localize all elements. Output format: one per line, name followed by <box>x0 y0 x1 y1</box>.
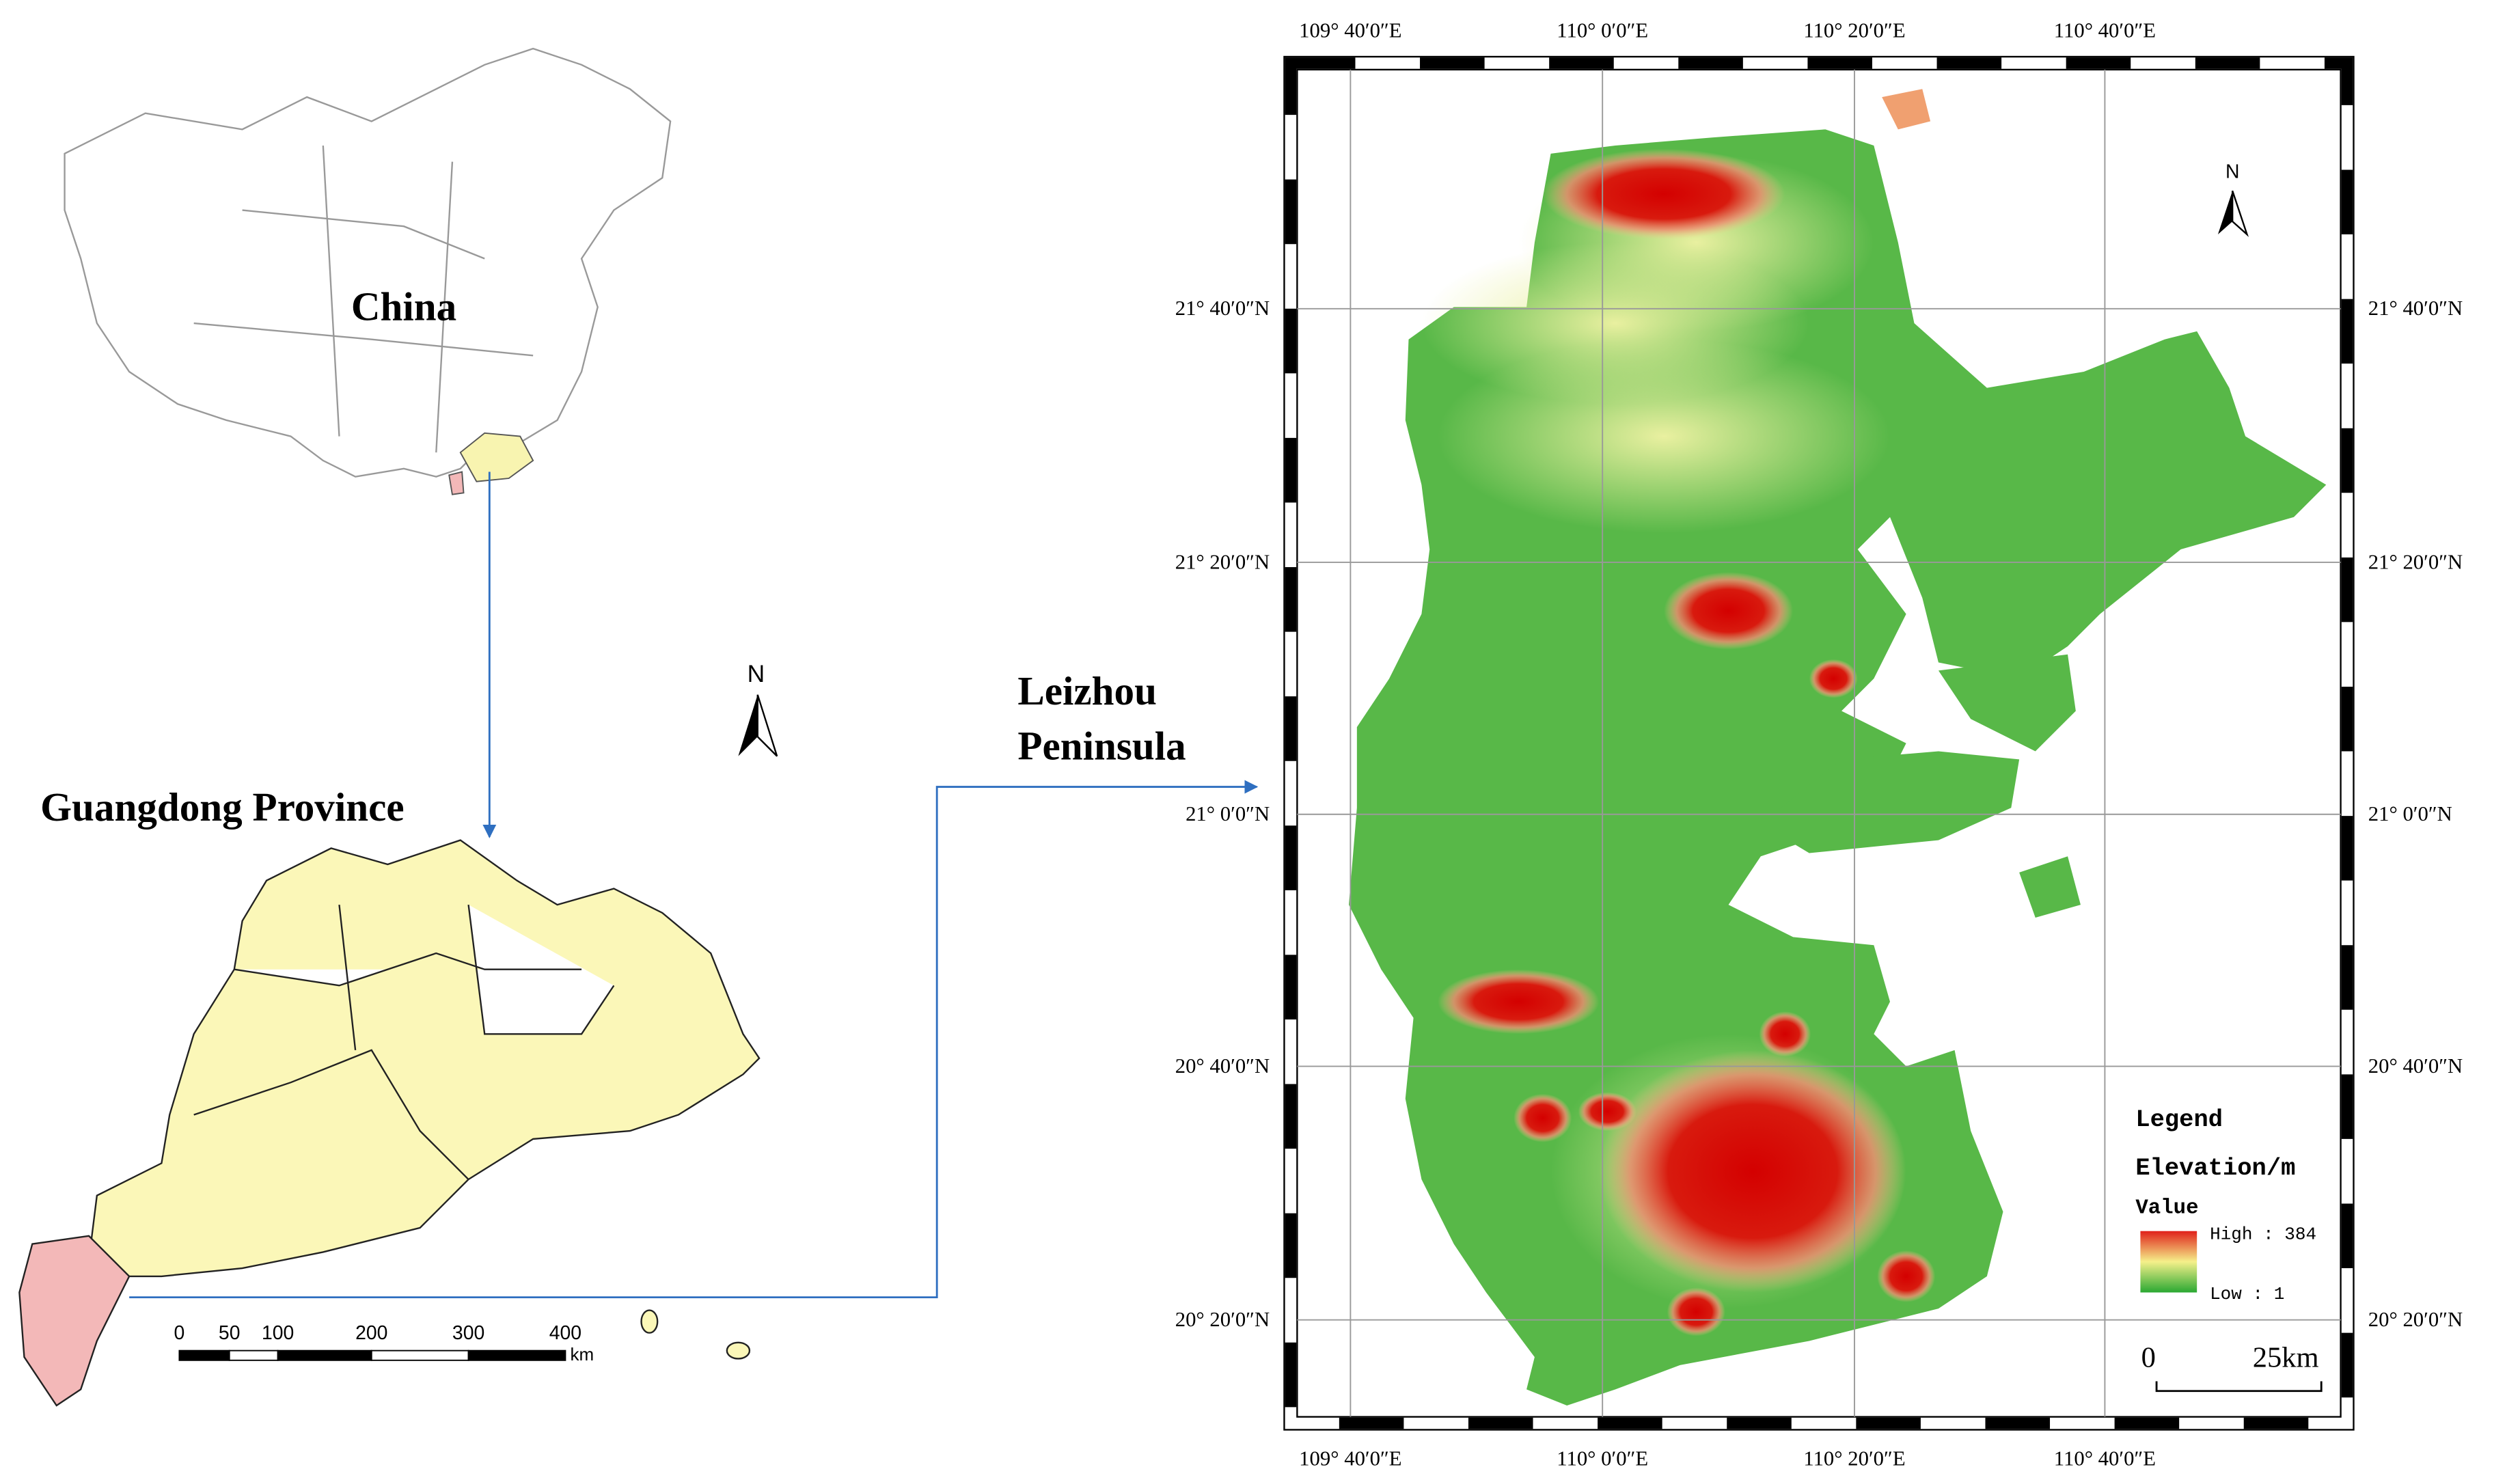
scale-segment <box>178 1349 230 1361</box>
scale-label: 400 <box>549 1322 581 1344</box>
guangdong-leizhou <box>18 1235 131 1407</box>
elevation <box>1421 148 1936 1337</box>
lat-label: 21° 0′0″N <box>1186 802 1270 825</box>
lat-label: 21° 40′0″N <box>2368 297 2463 320</box>
scale-bar <box>2155 1381 2323 1393</box>
lon-label: 110° 40′0″E <box>2054 19 2156 42</box>
highland <box>1514 1093 1572 1142</box>
scale-unit: km <box>571 1344 594 1365</box>
scale-start: 0 <box>2141 1341 2156 1373</box>
north-label: N <box>748 660 765 687</box>
island <box>640 1309 659 1334</box>
scale-segment <box>277 1349 372 1361</box>
scale-label: 300 <box>452 1322 484 1344</box>
legend-ramp <box>2140 1231 2197 1293</box>
legend-field: Elevation/m <box>2135 1154 2295 1182</box>
lon-label: 110° 20′0″E <box>1803 1447 1905 1470</box>
north-arrow <box>738 694 758 756</box>
north-label: N <box>2225 161 2239 182</box>
map-border <box>1285 57 2353 1429</box>
highland <box>1877 1250 1936 1302</box>
arrow-label: Leizhou <box>1017 668 1157 713</box>
china-outline <box>64 47 672 478</box>
graticule: 109° 40′0″E 109° 40′0″E 110° 0′0″E 110° 0′0… <box>1175 19 2463 1470</box>
island <box>1882 89 1931 130</box>
lat-label: 21° 20′0″N <box>1175 550 1270 573</box>
island <box>1938 654 2076 752</box>
highland <box>1664 572 1794 650</box>
lon-label: 110° 0′0″E <box>1557 19 1648 42</box>
island <box>726 1341 751 1360</box>
legend-title: Legend <box>2135 1106 2223 1134</box>
north-arrow <box>756 694 778 757</box>
highland <box>1542 148 1785 240</box>
arrow-label: Peninsula <box>1017 723 1186 768</box>
guangdong-label: Guangdong Province <box>40 784 404 830</box>
lon-label: 110° 20′0″E <box>1803 19 1905 42</box>
north-arrow <box>2232 190 2249 237</box>
lat-label: 21° 40′0″N <box>1175 297 1270 320</box>
guangdong-map <box>87 839 761 1278</box>
legend-value-label: Value <box>2135 1196 2198 1220</box>
island <box>1760 751 2020 853</box>
scale-label: 50 <box>219 1322 241 1344</box>
lon-label: 109° 40′0″E <box>1299 19 1401 42</box>
lat-label: 20° 20′0″N <box>1175 1308 1270 1331</box>
highland <box>1667 1287 1725 1337</box>
highland <box>1599 1050 1906 1293</box>
highland <box>1578 1092 1636 1132</box>
arrow <box>129 780 1259 1299</box>
legend-low: Low : 1 <box>2210 1284 2284 1304</box>
lat-label: 20° 20′0″N <box>2368 1308 2463 1331</box>
lon-label: 110° 0′0″E <box>1557 1447 1648 1470</box>
lon-label: 110° 40′0″E <box>2054 1447 2156 1470</box>
scale-segment <box>228 1349 279 1361</box>
china-label: China <box>351 284 456 329</box>
highland <box>1809 659 1858 698</box>
lat-label: 21° 20′0″N <box>2368 550 2463 573</box>
island <box>2019 856 2081 918</box>
legend-high: High : 384 <box>2210 1224 2316 1245</box>
scale-label: 100 <box>262 1322 294 1344</box>
china-leizhou <box>448 471 465 495</box>
china-guangdong <box>459 432 534 482</box>
lat-label: 20° 40′0″N <box>1175 1054 1270 1078</box>
scale-label: 0 <box>174 1322 185 1344</box>
lon-label: 109° 40′0″E <box>1299 1447 1401 1470</box>
lat-label: 20° 40′0″N <box>2368 1054 2463 1078</box>
scale-end: 25km <box>2253 1341 2319 1373</box>
highland <box>1438 969 1600 1034</box>
scale-segment <box>467 1349 566 1361</box>
scale-segment <box>370 1349 469 1361</box>
lat-label: 21° 0′0″N <box>2368 802 2452 825</box>
scale-label: 200 <box>355 1322 387 1344</box>
